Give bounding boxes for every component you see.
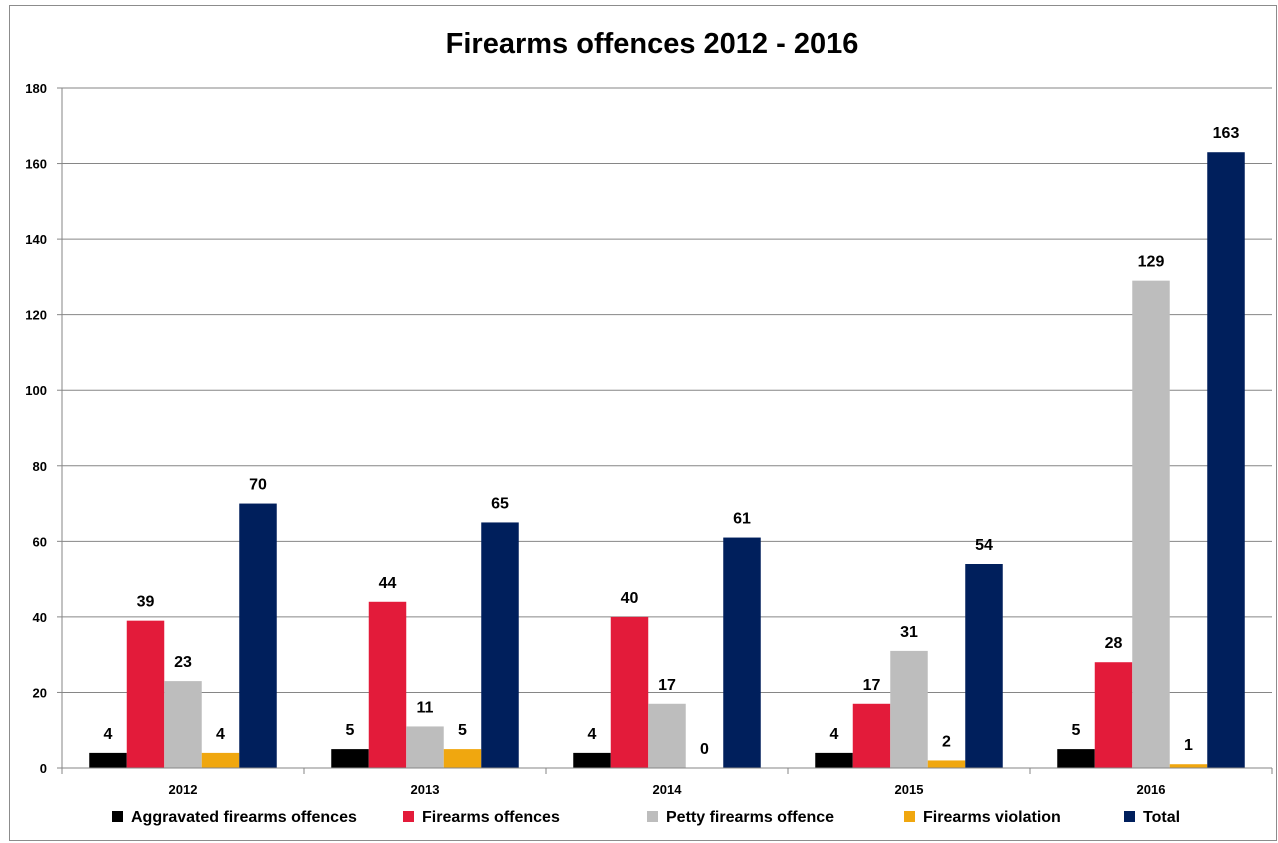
bar-firearms-offences-2012 bbox=[126, 620, 165, 768]
data-label: 1 bbox=[1184, 737, 1193, 754]
data-label: 11 bbox=[417, 699, 434, 716]
legend-swatch bbox=[647, 811, 658, 822]
bar-firearms-violation-2012 bbox=[201, 752, 240, 768]
data-label: 61 bbox=[733, 511, 751, 528]
data-label: 65 bbox=[491, 495, 509, 512]
legend-label: Firearms offences bbox=[422, 809, 560, 826]
y-tick-label: 120 bbox=[25, 308, 47, 323]
data-label: 4 bbox=[588, 726, 597, 743]
y-tick-label: 80 bbox=[33, 459, 47, 474]
data-label: 28 bbox=[1105, 635, 1123, 652]
x-tick-label: 2014 bbox=[653, 782, 683, 797]
bar-petty-firearms-offence-2012 bbox=[164, 681, 202, 768]
data-label: 5 bbox=[1072, 722, 1081, 739]
legend-swatch bbox=[1124, 811, 1135, 822]
legend-swatch bbox=[112, 811, 123, 822]
bar-petty-firearms-offence-2013 bbox=[406, 726, 444, 768]
y-tick-label: 0 bbox=[40, 761, 47, 776]
data-label: 70 bbox=[249, 477, 267, 494]
bar-total-2016 bbox=[1207, 152, 1245, 768]
data-label: 23 bbox=[174, 654, 192, 671]
legend: Aggravated firearms offences Firearms off… bbox=[112, 809, 1180, 826]
data-label: 31 bbox=[900, 624, 918, 641]
bar-firearms-offences-2015 bbox=[852, 703, 891, 768]
bar-total-2015 bbox=[965, 564, 1003, 768]
bar-petty-firearms-offence-2015 bbox=[890, 650, 928, 768]
bars bbox=[89, 152, 1245, 768]
data-label: 0 bbox=[700, 741, 709, 758]
bar-aggravated-firearms-offences-2012 bbox=[89, 752, 127, 768]
data-label: 129 bbox=[1138, 254, 1165, 271]
bar-firearms-violation-2016 bbox=[1169, 764, 1208, 768]
data-label: 39 bbox=[137, 594, 155, 611]
legend-swatch bbox=[403, 811, 414, 822]
x-tick-label: 2015 bbox=[895, 782, 924, 797]
bar-firearms-offences-2013 bbox=[368, 601, 407, 768]
x-tick-label: 2013 bbox=[411, 782, 440, 797]
data-label: 163 bbox=[1213, 125, 1240, 142]
y-tick-label: 100 bbox=[25, 383, 47, 398]
bar-aggravated-firearms-offences-2016 bbox=[1057, 749, 1095, 768]
data-label: 54 bbox=[975, 537, 993, 554]
legend-label: Firearms violation bbox=[923, 809, 1061, 826]
y-tick-label: 160 bbox=[25, 157, 47, 172]
legend-label: Total bbox=[1143, 809, 1180, 826]
legend-label: Petty firearms offence bbox=[666, 809, 834, 826]
data-label: 4 bbox=[104, 726, 113, 743]
y-tick-label: 40 bbox=[33, 610, 47, 625]
bar-petty-firearms-offence-2014 bbox=[648, 703, 686, 768]
data-label: 17 bbox=[863, 677, 881, 694]
y-tick-label: 140 bbox=[25, 232, 47, 247]
bar-petty-firearms-offence-2016 bbox=[1132, 280, 1170, 768]
x-tick-label: 2016 bbox=[1137, 782, 1166, 797]
bar-firearms-violation-2015 bbox=[927, 760, 966, 768]
data-label: 44 bbox=[379, 575, 397, 592]
data-label: 4 bbox=[216, 726, 225, 743]
bar-firearms-offences-2014 bbox=[610, 616, 649, 768]
bar-total-2014 bbox=[723, 537, 761, 768]
bar-aggravated-firearms-offences-2015 bbox=[815, 752, 853, 768]
data-label: 4 bbox=[830, 726, 839, 743]
data-labels: 4 39 23 4 70 5 44 11 5 65 4 40 17 0 61 4 17 31 2 54 5 28 129 1 1… bbox=[104, 125, 1240, 758]
y-tick-label: 20 bbox=[33, 685, 47, 700]
bar-firearms-violation-2013 bbox=[443, 749, 482, 768]
data-label: 2 bbox=[942, 733, 951, 750]
bar-firearms-offences-2016 bbox=[1094, 662, 1133, 768]
bar-aggravated-firearms-offences-2014 bbox=[573, 752, 611, 768]
chart-title: Firearms offences 2012 - 2016 bbox=[446, 28, 859, 60]
legend-label: Aggravated firearms offences bbox=[131, 809, 357, 826]
x-axis: 2012 2013 2014 2015 2016 bbox=[61, 767, 1273, 797]
data-label: 5 bbox=[458, 722, 467, 739]
bar-total-2012 bbox=[239, 503, 277, 768]
data-label: 5 bbox=[346, 722, 355, 739]
y-tick-label: 180 bbox=[25, 81, 47, 96]
data-label: 40 bbox=[621, 590, 639, 607]
bar-total-2013 bbox=[481, 522, 519, 768]
y-tick-label: 60 bbox=[33, 534, 47, 549]
bar-aggravated-firearms-offences-2013 bbox=[331, 749, 369, 768]
data-label: 17 bbox=[658, 677, 676, 694]
legend-swatch bbox=[904, 811, 915, 822]
x-tick-label: 2012 bbox=[169, 782, 198, 797]
y-axis: 0 20 40 60 80 100 120 140 160 180 bbox=[25, 81, 63, 776]
